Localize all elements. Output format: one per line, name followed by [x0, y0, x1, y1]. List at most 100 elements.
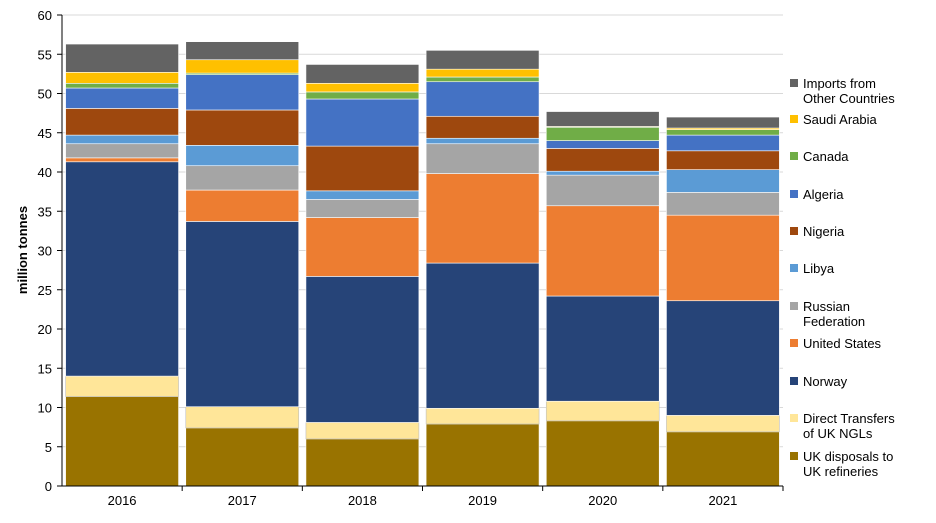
- legend-label: Other Countries: [803, 91, 895, 106]
- bar-segment-libya-2019: [425, 137, 540, 145]
- legend-label: of UK NGLs: [803, 426, 873, 441]
- bar-segment-norway-2019: [425, 262, 540, 409]
- y-tick-label: 35: [38, 204, 52, 219]
- legend-label: United States: [803, 336, 882, 351]
- legend-swatch: [790, 152, 798, 160]
- y-tick-label: 20: [38, 322, 52, 337]
- y-tick-label: 0: [45, 479, 52, 494]
- bar-segment-uk-disposals-to-uk-refineries-2019: [425, 423, 540, 487]
- bar-segment-algeria-2021: [666, 134, 780, 152]
- bar-segment-uk-disposals-to-uk-refineries-2017: [185, 427, 300, 487]
- y-tick-label: 55: [38, 47, 52, 62]
- legend-item: Canada: [790, 149, 849, 164]
- x-tick-label: 2016: [108, 493, 137, 508]
- legend-label: Saudi Arabia: [803, 112, 877, 127]
- legend-swatch: [790, 414, 798, 422]
- bar-segment-uk-disposals-to-uk-refineries-2020: [545, 420, 660, 487]
- legend-swatch: [790, 264, 798, 272]
- bar-segment-united-states-2017: [185, 189, 300, 222]
- legend-label: UK disposals to: [803, 449, 893, 464]
- bar-segment-russian-federation-2021: [666, 192, 780, 216]
- bar-segment-norway-2020: [545, 295, 660, 402]
- legend-label: UK refineries: [803, 464, 879, 479]
- bar-segment-imports-from-other-countries-2017: [185, 41, 300, 61]
- y-tick-label: 50: [38, 87, 52, 102]
- bar-segment-algeria-2016: [65, 87, 179, 109]
- x-tick-label: 2020: [588, 493, 617, 508]
- bar-segment-russian-federation-2017: [185, 165, 300, 191]
- bar-segment-algeria-2020: [545, 140, 660, 149]
- bar-segment-direct-transfers-of-uk-ngls-2018: [305, 422, 420, 440]
- legend-label: Libya: [803, 261, 835, 276]
- legend-label: Federation: [803, 314, 865, 329]
- bar-segment-nigeria-2020: [545, 148, 660, 172]
- y-tick-label: 40: [38, 165, 52, 180]
- y-axis-label: million tonnes: [15, 206, 30, 294]
- legend-swatch: [790, 227, 798, 235]
- bar-segment-uk-disposals-to-uk-refineries-2018: [305, 438, 420, 487]
- bar-segment-libya-2017: [185, 145, 300, 167]
- bar-segment-uk-disposals-to-uk-refineries-2016: [65, 396, 179, 487]
- bar-segment-saudi-arabia-2017: [185, 59, 300, 74]
- legend-swatch: [790, 115, 798, 123]
- legend-swatch: [790, 452, 798, 460]
- bar-segment-imports-from-other-countries-2019: [425, 50, 540, 70]
- bar-segment-norway-2018: [305, 276, 420, 423]
- y-tick-label: 25: [38, 283, 52, 298]
- y-tick-label: 15: [38, 361, 52, 376]
- bar-segment-algeria-2019: [425, 81, 540, 117]
- bar-segment-uk-disposals-to-uk-refineries-2021: [666, 431, 780, 487]
- bar-segment-direct-transfers-of-uk-ngls-2021: [666, 415, 780, 433]
- bar-segment-norway-2017: [185, 221, 300, 408]
- legend-item: Libya: [790, 261, 835, 276]
- bar-segment-norway-2016: [65, 161, 179, 377]
- legend-item: Nigeria: [790, 224, 845, 239]
- legend-item: Saudi Arabia: [790, 112, 877, 127]
- bar-segment-libya-2020: [545, 170, 660, 176]
- x-tick-label: 2021: [708, 493, 737, 508]
- legend-label: Imports from: [803, 76, 876, 91]
- x-tick-label: 2018: [348, 493, 377, 508]
- bar-segment-algeria-2018: [305, 98, 420, 147]
- bar-segment-libya-2016: [65, 134, 179, 145]
- legend-label: Direct Transfers: [803, 411, 895, 426]
- bar-segment-direct-transfers-of-uk-ngls-2020: [545, 400, 660, 422]
- legend-item: Algeria: [790, 187, 844, 202]
- legend-label: Nigeria: [803, 224, 845, 239]
- bar-segment-canada-2019: [425, 76, 540, 83]
- bar-segment-nigeria-2019: [425, 115, 540, 139]
- bar-segment-russian-federation-2018: [305, 199, 420, 218]
- bar-segment-imports-from-other-countries-2016: [65, 43, 179, 73]
- legend-swatch: [790, 339, 798, 347]
- bar-segment-saudi-arabia-2018: [305, 82, 420, 93]
- bar-segment-nigeria-2018: [305, 145, 420, 192]
- bar-segment-nigeria-2016: [65, 108, 179, 136]
- bar-segment-algeria-2017: [185, 74, 300, 111]
- bar-segment-direct-transfers-of-uk-ngls-2019: [425, 407, 540, 425]
- bar-segment-imports-from-other-countries-2021: [666, 116, 780, 129]
- bar-segment-united-states-2020: [545, 205, 660, 297]
- bar-segment-direct-transfers-of-uk-ngls-2016: [65, 375, 179, 397]
- bar-segment-united-states-2016: [65, 157, 179, 163]
- bar-segment-canada-2021: [666, 129, 780, 136]
- bar-segment-imports-from-other-countries-2018: [305, 64, 420, 84]
- legend-label: Canada: [803, 149, 849, 164]
- legend-label: Algeria: [803, 187, 844, 202]
- legend-label: Norway: [803, 374, 848, 389]
- bar-segment-canada-2018: [305, 91, 420, 100]
- bar-segment-united-states-2019: [425, 173, 540, 264]
- bar-segment-nigeria-2021: [666, 150, 780, 170]
- bar-segment-saudi-arabia-2019: [425, 68, 540, 78]
- bar-segment-russian-federation-2019: [425, 143, 540, 174]
- x-tick-label: 2017: [228, 493, 257, 508]
- bar-segment-united-states-2018: [305, 217, 420, 277]
- bar-segment-libya-2018: [305, 190, 420, 200]
- bar-segment-canada-2016: [65, 82, 179, 89]
- legend-swatch: [790, 302, 798, 310]
